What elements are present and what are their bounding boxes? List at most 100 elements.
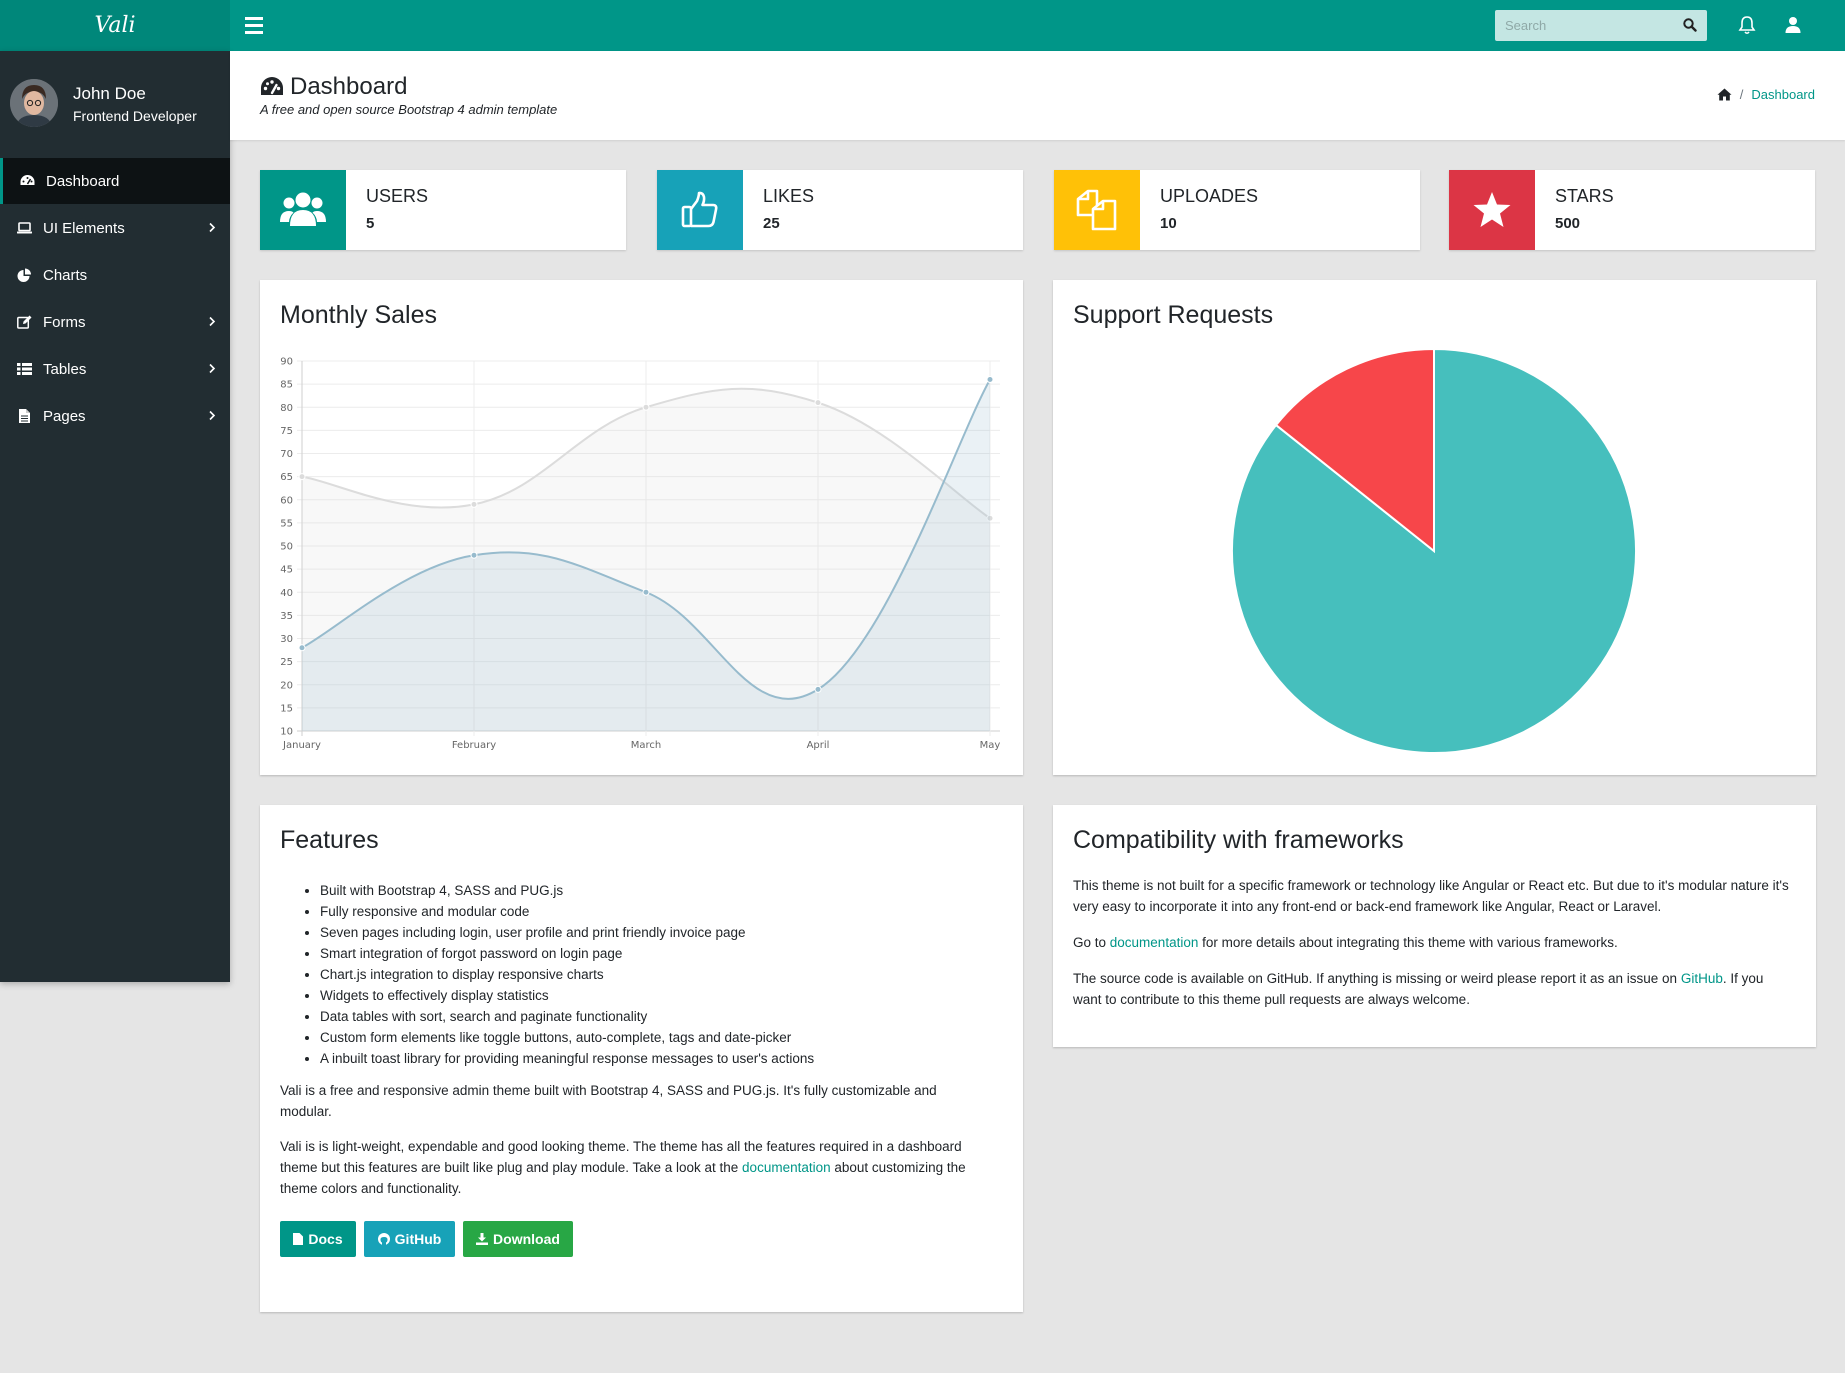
- sidebar-item-ui-elements[interactable]: UI Elements: [0, 205, 230, 251]
- avatar: [10, 79, 58, 127]
- github-icon: [377, 1233, 390, 1245]
- series-line: [301, 379, 991, 700]
- y-tick-label: 70: [280, 449, 293, 460]
- sidebar-item-forms[interactable]: Forms: [0, 299, 230, 345]
- y-tick-label: 60: [280, 495, 293, 506]
- breadcrumb: / Dashboard: [1717, 87, 1815, 102]
- chevron-right-icon: [209, 222, 216, 233]
- data-point: [986, 376, 994, 383]
- files-icon: [1076, 189, 1117, 231]
- user-panel: John Doe Frontend Developer: [0, 51, 230, 158]
- chevron-right-icon: [209, 316, 216, 327]
- star-icon: [1473, 192, 1511, 227]
- list-item: Fully responsive and modular code: [320, 901, 814, 922]
- file-icon: [293, 1233, 304, 1245]
- github-link[interactable]: GitHub: [1680, 971, 1723, 986]
- features-tile: Features Built with Bootstrap 4, SASS an…: [260, 805, 1023, 1312]
- page-subtitle: A free and open source Bootstrap 4 admin…: [260, 102, 558, 117]
- search-box: [1495, 10, 1707, 41]
- data-point: [814, 685, 822, 693]
- widget-label: USERS: [366, 186, 429, 206]
- data-point: [298, 473, 306, 481]
- sidebar-item-tables[interactable]: Tables: [0, 346, 230, 392]
- monthly-sales-chart: 10 15 20 25 30 35 40 45 50 55 60 65 70 75 80 85 90 Januar…: [280, 357, 1000, 752]
- support-requests-chart: [1231, 347, 1637, 754]
- github-button[interactable]: GitHub: [364, 1221, 455, 1257]
- text-span: for more details about integrating this …: [1198, 935, 1618, 950]
- table-icon: [17, 363, 32, 375]
- sidebar-item-label: Forms: [43, 313, 86, 331]
- dashboard-icon: [261, 77, 283, 95]
- compatibility-tile: Compatibility with frameworks This theme…: [1053, 805, 1816, 1047]
- monthly-sales-tile: Monthly Sales 10 15 20 25 30 35 40 45 50 55 60 65 70…: [260, 280, 1023, 775]
- data-point: [814, 399, 822, 407]
- home-icon[interactable]: [1717, 88, 1732, 101]
- y-tick-label: 15: [280, 703, 293, 714]
- sidebar-item-charts[interactable]: Charts: [0, 252, 230, 298]
- y-tick-label: 45: [280, 565, 293, 576]
- button-label: GitHub: [394, 1231, 442, 1247]
- documentation-link[interactable]: documentation: [1109, 935, 1199, 950]
- documentation-link[interactable]: documentation: [742, 1160, 831, 1175]
- widget-value: 25: [763, 215, 780, 232]
- breadcrumb-item-dashboard[interactable]: Dashboard: [1751, 87, 1815, 102]
- y-tick-label: 20: [280, 680, 293, 691]
- features-list: Built with Bootstrap 4, SASS and PUG.js …: [300, 880, 814, 1069]
- file-icon: [19, 409, 30, 423]
- data-point: [470, 500, 478, 508]
- compatibility-paragraph-1: This theme is not built for a specific f…: [1073, 878, 1789, 914]
- series-area: [302, 379, 990, 731]
- support-requests-tile: Support Requests: [1053, 280, 1816, 775]
- x-tick-label: January: [282, 740, 321, 751]
- widget-icon-box: [260, 170, 346, 250]
- y-tick-label: 90: [280, 357, 293, 368]
- brand-text: Vali: [94, 13, 136, 38]
- search-icon[interactable]: [1683, 18, 1697, 32]
- sidebar-item-label: UI Elements: [43, 219, 125, 237]
- y-tick-label: 55: [280, 518, 293, 529]
- y-tick-label: 30: [280, 634, 293, 645]
- data-point: [298, 644, 306, 652]
- widget-value: 500: [1555, 215, 1581, 232]
- y-tick-label: 10: [280, 727, 293, 738]
- monthly-sales-title: Monthly Sales: [280, 301, 438, 329]
- button-label: Docs: [308, 1231, 343, 1247]
- y-tick-label: 80: [280, 403, 293, 414]
- pie-chart-icon: [17, 268, 31, 282]
- bell-icon[interactable]: [1736, 14, 1758, 36]
- sidebar-item-dashboard[interactable]: Dashboard: [0, 158, 230, 204]
- user-role: Frontend Developer: [73, 108, 197, 124]
- pie-slice: [1274, 347, 1435, 554]
- y-tick-label: 65: [280, 472, 293, 483]
- edit-icon: [17, 315, 32, 329]
- features-paragraph-1: Vali is a free and responsive admin them…: [280, 1083, 937, 1119]
- widget-icon-box: [1449, 170, 1535, 250]
- y-tick-label: 50: [280, 542, 293, 553]
- users-icon: [280, 192, 326, 226]
- sidebar-toggle-button[interactable]: [240, 13, 268, 37]
- support-requests-title: Support Requests: [1073, 301, 1274, 329]
- list-item: Smart integration of forgot password on …: [320, 943, 814, 964]
- breadcrumb-separator: /: [1739, 87, 1744, 102]
- text-span: Go to: [1073, 935, 1110, 950]
- widget-likes: LIKES 25: [657, 170, 1023, 250]
- docs-button[interactable]: Docs: [280, 1221, 356, 1257]
- data-point: [470, 551, 478, 559]
- widget-value: 10: [1160, 215, 1177, 232]
- page-title: Dashboard: [290, 73, 408, 100]
- download-button[interactable]: Download: [463, 1221, 573, 1257]
- compatibility-paragraph-2: Go to documentation for more details abo…: [1073, 932, 1793, 953]
- search-input[interactable]: [1495, 18, 1670, 33]
- user-name: John Doe: [73, 84, 146, 103]
- dashboard-icon: [20, 175, 35, 185]
- y-tick-label: 75: [280, 426, 293, 437]
- button-label: Download: [493, 1231, 560, 1247]
- list-item: Seven pages including login, user profil…: [320, 922, 814, 943]
- user-icon[interactable]: [1782, 14, 1804, 36]
- sidebar-item-label: Charts: [43, 266, 88, 284]
- widget-icon-box: [1054, 170, 1140, 250]
- chevron-right-icon: [209, 363, 216, 374]
- features-title: Features: [280, 826, 379, 854]
- brand-logo[interactable]: Vali: [0, 0, 230, 51]
- sidebar-item-pages[interactable]: Pages: [0, 393, 230, 439]
